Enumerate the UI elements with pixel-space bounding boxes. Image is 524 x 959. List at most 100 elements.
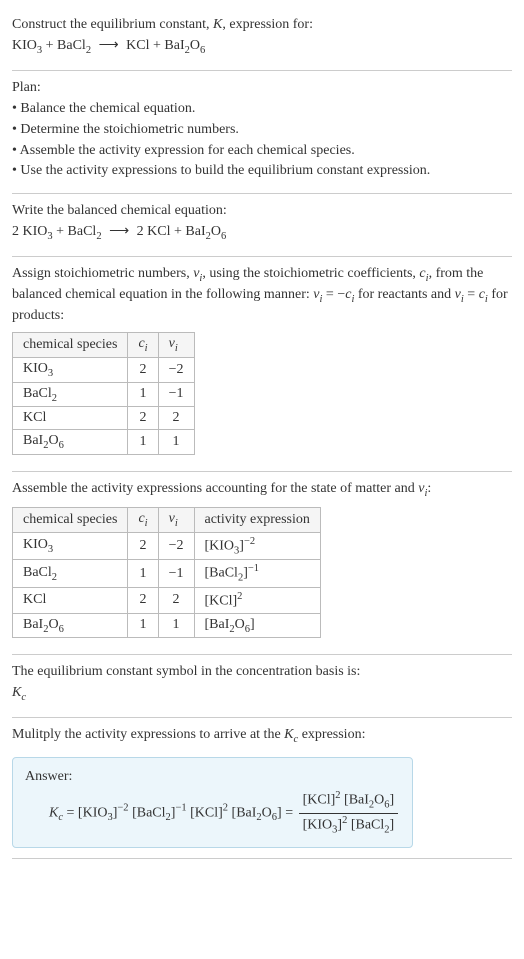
answer-label: Answer: <box>25 768 400 787</box>
fraction-denominator: [KIO3]2 [BaCl2] <box>299 814 399 838</box>
t: [BaCl <box>129 805 166 820</box>
table-row: BaCl21−1 <box>13 382 195 407</box>
t: : <box>427 481 431 496</box>
cell-ni: −2 <box>158 532 194 559</box>
sub: c <box>21 692 26 703</box>
cell-ci: 2 <box>128 407 158 430</box>
sub: i <box>175 518 178 529</box>
sub: 2 <box>86 45 91 56</box>
sub: 2 <box>96 231 101 242</box>
stoich-section: Assign stoichiometric numbers, νi, using… <box>12 257 512 472</box>
t: expression: <box>298 727 365 742</box>
activity-section: Assemble the activity expressions accoun… <box>12 472 512 655</box>
balanced-title: Write the balanced chemical equation: <box>12 202 512 221</box>
cell-ni: 2 <box>158 407 194 430</box>
table-row: KCl22 <box>13 407 195 430</box>
plan-title: Plan: <box>12 79 512 98</box>
cell-species: KCl <box>13 407 128 430</box>
t: O <box>190 38 200 53</box>
t: [KCl] <box>303 793 336 808</box>
t: ] = <box>277 805 297 820</box>
kc-symbol: Kc <box>12 684 512 705</box>
stoich-text: Assign stoichiometric numbers, νi, using… <box>12 265 512 326</box>
K-var: K <box>213 17 222 32</box>
balanced-equation: 2 KIO3 + BaCl2 ⟶ 2 KCl + BaI2O6 <box>12 223 512 244</box>
plus: + <box>46 38 57 53</box>
kc-symbol-section: The equilibrium constant symbol in the c… <box>12 655 512 718</box>
cell-ni: 1 <box>158 613 194 638</box>
cell-ci: 1 <box>128 613 158 638</box>
cell-activity: [BaCl2]−1 <box>194 560 320 587</box>
sub: i <box>145 518 148 529</box>
cell-ci: 2 <box>128 357 158 382</box>
t: O <box>374 793 384 808</box>
cell-activity: [KIO3]−2 <box>194 532 320 559</box>
arrow-icon: ⟶ <box>105 224 133 239</box>
cell-ci: 2 <box>128 532 158 559</box>
plan-section: Plan: • Balance the chemical equation. •… <box>12 71 512 194</box>
text: Construct the equilibrium constant, <box>12 17 213 32</box>
t: [KIO <box>78 805 108 820</box>
cell-species: BaCl2 <box>13 382 128 407</box>
t: = <box>464 287 479 302</box>
t: O <box>211 224 221 239</box>
t: [KIO <box>303 817 333 832</box>
t: ] <box>390 817 395 832</box>
activity-table: chemical species ci νi activity expressi… <box>12 507 321 638</box>
t: Mulitply the activity expressions to arr… <box>12 727 284 742</box>
col-species: chemical species <box>13 333 128 358</box>
plan-item: • Balance the chemical equation. <box>12 100 512 119</box>
cell-ni: 1 <box>158 430 194 455</box>
col-ni: νi <box>158 508 194 533</box>
multiply-section: Mulitply the activity expressions to arr… <box>12 718 512 859</box>
fraction-numerator: [KCl]2 [BaI2O6] <box>299 789 399 814</box>
cell-ci: 1 <box>128 430 158 455</box>
K: K <box>49 805 58 820</box>
table-row: KCl22[KCl]2 <box>13 587 321 613</box>
col-activity: activity expression <box>194 508 320 533</box>
arrow-icon: ⟶ <box>95 38 123 53</box>
t: [BaI <box>341 793 369 808</box>
answer-box: Answer: Kc = [KIO3]−2 [BaCl2]−1 [KCl]2 [… <box>12 757 413 848</box>
activity-title: Assemble the activity expressions accoun… <box>12 480 512 501</box>
cell-species: KCl <box>13 587 128 613</box>
plan-item: • Determine the stoichiometric numbers. <box>12 121 512 140</box>
t: Assemble the activity expressions accoun… <box>12 481 418 496</box>
sub: 6 <box>221 231 226 242</box>
species: + BaCl2 <box>56 224 101 239</box>
t: 2 KCl + BaI <box>137 224 206 239</box>
prompt-line-1: Construct the equilibrium constant, K, e… <box>12 16 512 35</box>
text: , expression for: <box>222 17 313 32</box>
species: KCl + BaI2O6 <box>126 38 205 53</box>
table-header-row: chemical species ci νi activity expressi… <box>13 508 321 533</box>
fraction: [KCl]2 [BaI2O6] [KIO3]2 [BaCl2] <box>299 789 399 837</box>
t: O <box>262 805 272 820</box>
cell-species: BaCl2 <box>13 560 128 587</box>
sub: 3 <box>37 45 42 56</box>
K: K <box>12 685 21 700</box>
cell-ci: 1 <box>128 382 158 407</box>
t: [BaCl <box>347 817 384 832</box>
t: , using the stoichiometric coefficients, <box>202 266 419 281</box>
t: ] <box>390 793 395 808</box>
table-row: BaCl21−1[BaCl2]−1 <box>13 560 321 587</box>
t: 2 KIO <box>12 224 47 239</box>
sub: i <box>145 343 148 354</box>
sup: −2 <box>117 803 128 814</box>
sub: 6 <box>200 45 205 56</box>
t: for reactants and <box>354 287 454 302</box>
balanced-section: Write the balanced chemical equation: 2 … <box>12 194 512 257</box>
cell-ni: −1 <box>158 382 194 407</box>
cell-species: KIO3 <box>13 357 128 382</box>
t: [KCl] <box>187 805 223 820</box>
t: KCl + BaI <box>126 38 184 53</box>
col-ci: ci <box>128 508 158 533</box>
col-ni: νi <box>158 333 194 358</box>
plan-item: • Use the activity expressions to build … <box>12 162 512 181</box>
kc-symbol-text: The equilibrium constant symbol in the c… <box>12 663 512 682</box>
cell-ci: 2 <box>128 587 158 613</box>
cell-species: KIO3 <box>13 532 128 559</box>
table-row: KIO32−2 <box>13 357 195 382</box>
prompt-equation: KIO3 + BaCl2 ⟶ KCl + BaI2O6 <box>12 37 512 58</box>
cell-species: BaI2O6 <box>13 430 128 455</box>
